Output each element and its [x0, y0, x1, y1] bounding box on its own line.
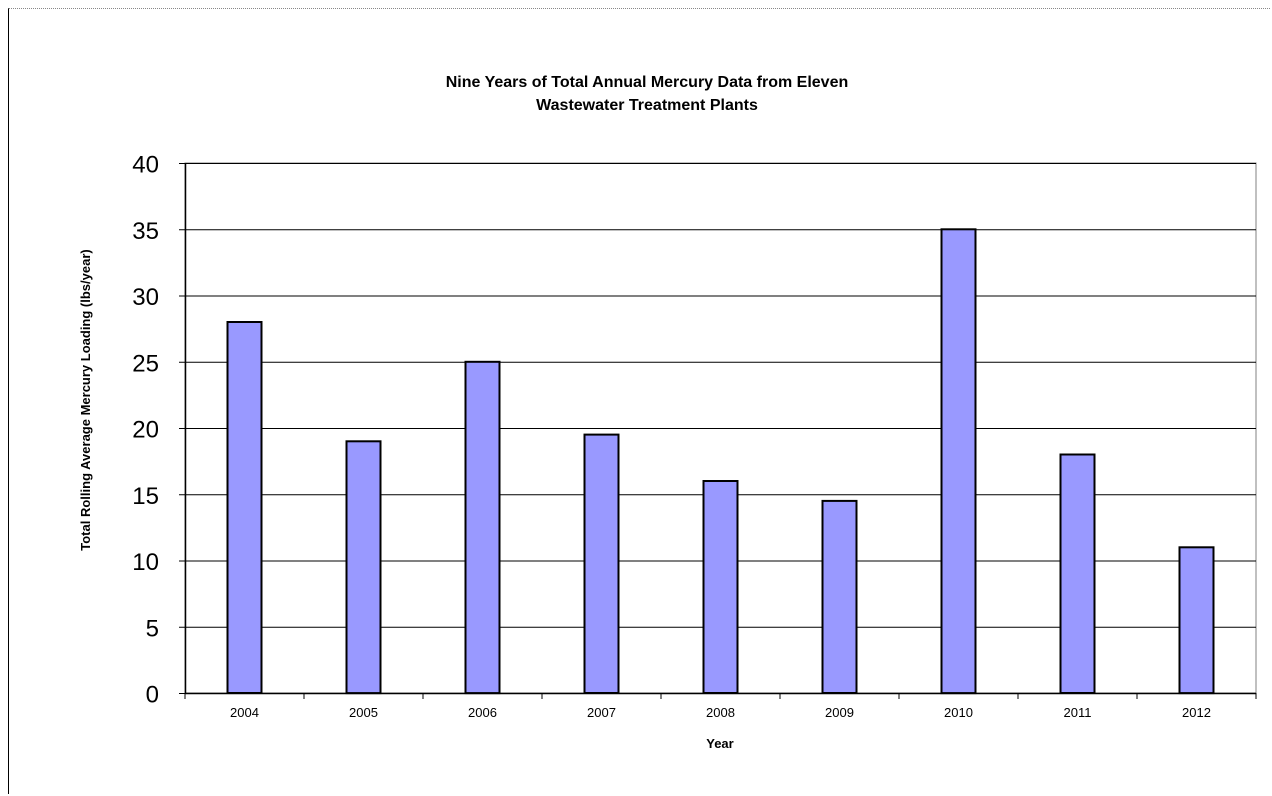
y-tick-label-0: 0 [146, 682, 159, 709]
y-tick-label-35: 35 [132, 218, 159, 245]
y-tick-label-30: 30 [132, 284, 159, 311]
x-tick-label-2007: 2007 [587, 705, 616, 720]
x-tick-label-2005: 2005 [349, 705, 378, 720]
bar-2009 [821, 499, 858, 694]
bar-2004 [226, 321, 263, 694]
y-tick-label-5: 5 [146, 615, 159, 642]
bar-2007 [583, 433, 620, 694]
y-tick-label-15: 15 [132, 483, 159, 510]
x-tick-label-2004: 2004 [230, 705, 259, 720]
x-tick-label-2006: 2006 [468, 705, 497, 720]
x-tick-label-2012: 2012 [1182, 705, 1211, 720]
x-tick-label-2010: 2010 [944, 705, 973, 720]
bar-2011 [1059, 453, 1096, 694]
x-axis-label: Year [706, 736, 733, 751]
y-tick-label-10: 10 [132, 549, 159, 576]
x-tick-label-2011: 2011 [1064, 705, 1092, 720]
y-axis-label: Total Rolling Average Mercury Loading (l… [78, 249, 93, 550]
y-tick-label-25: 25 [132, 350, 159, 377]
bars [226, 228, 1215, 695]
chart-title-line-1: Nine Years of Total Annual Mercury Data … [446, 74, 848, 91]
chart-frame [8, 8, 1270, 794]
chart-title-line-2: Wastewater Treatment Plants [536, 97, 758, 114]
axes [179, 163, 1257, 699]
bar-2008 [702, 480, 739, 694]
x-tick-labels: 2004 2005 2006 2007 2008 2009 2010 2011 2012 [230, 705, 1211, 720]
bar-2012 [1178, 546, 1215, 695]
x-tick-label-2008: 2008 [706, 705, 735, 720]
bar-2006 [464, 360, 501, 695]
x-tick-label-2009: 2009 [825, 705, 854, 720]
bar-2010 [940, 228, 977, 695]
y-tick-label-20: 20 [132, 417, 159, 444]
y-tick-labels: 0 5 10 15 20 25 30 35 40 [132, 152, 159, 709]
y-tick-label-40: 40 [132, 152, 159, 179]
bar-2005 [345, 440, 382, 695]
